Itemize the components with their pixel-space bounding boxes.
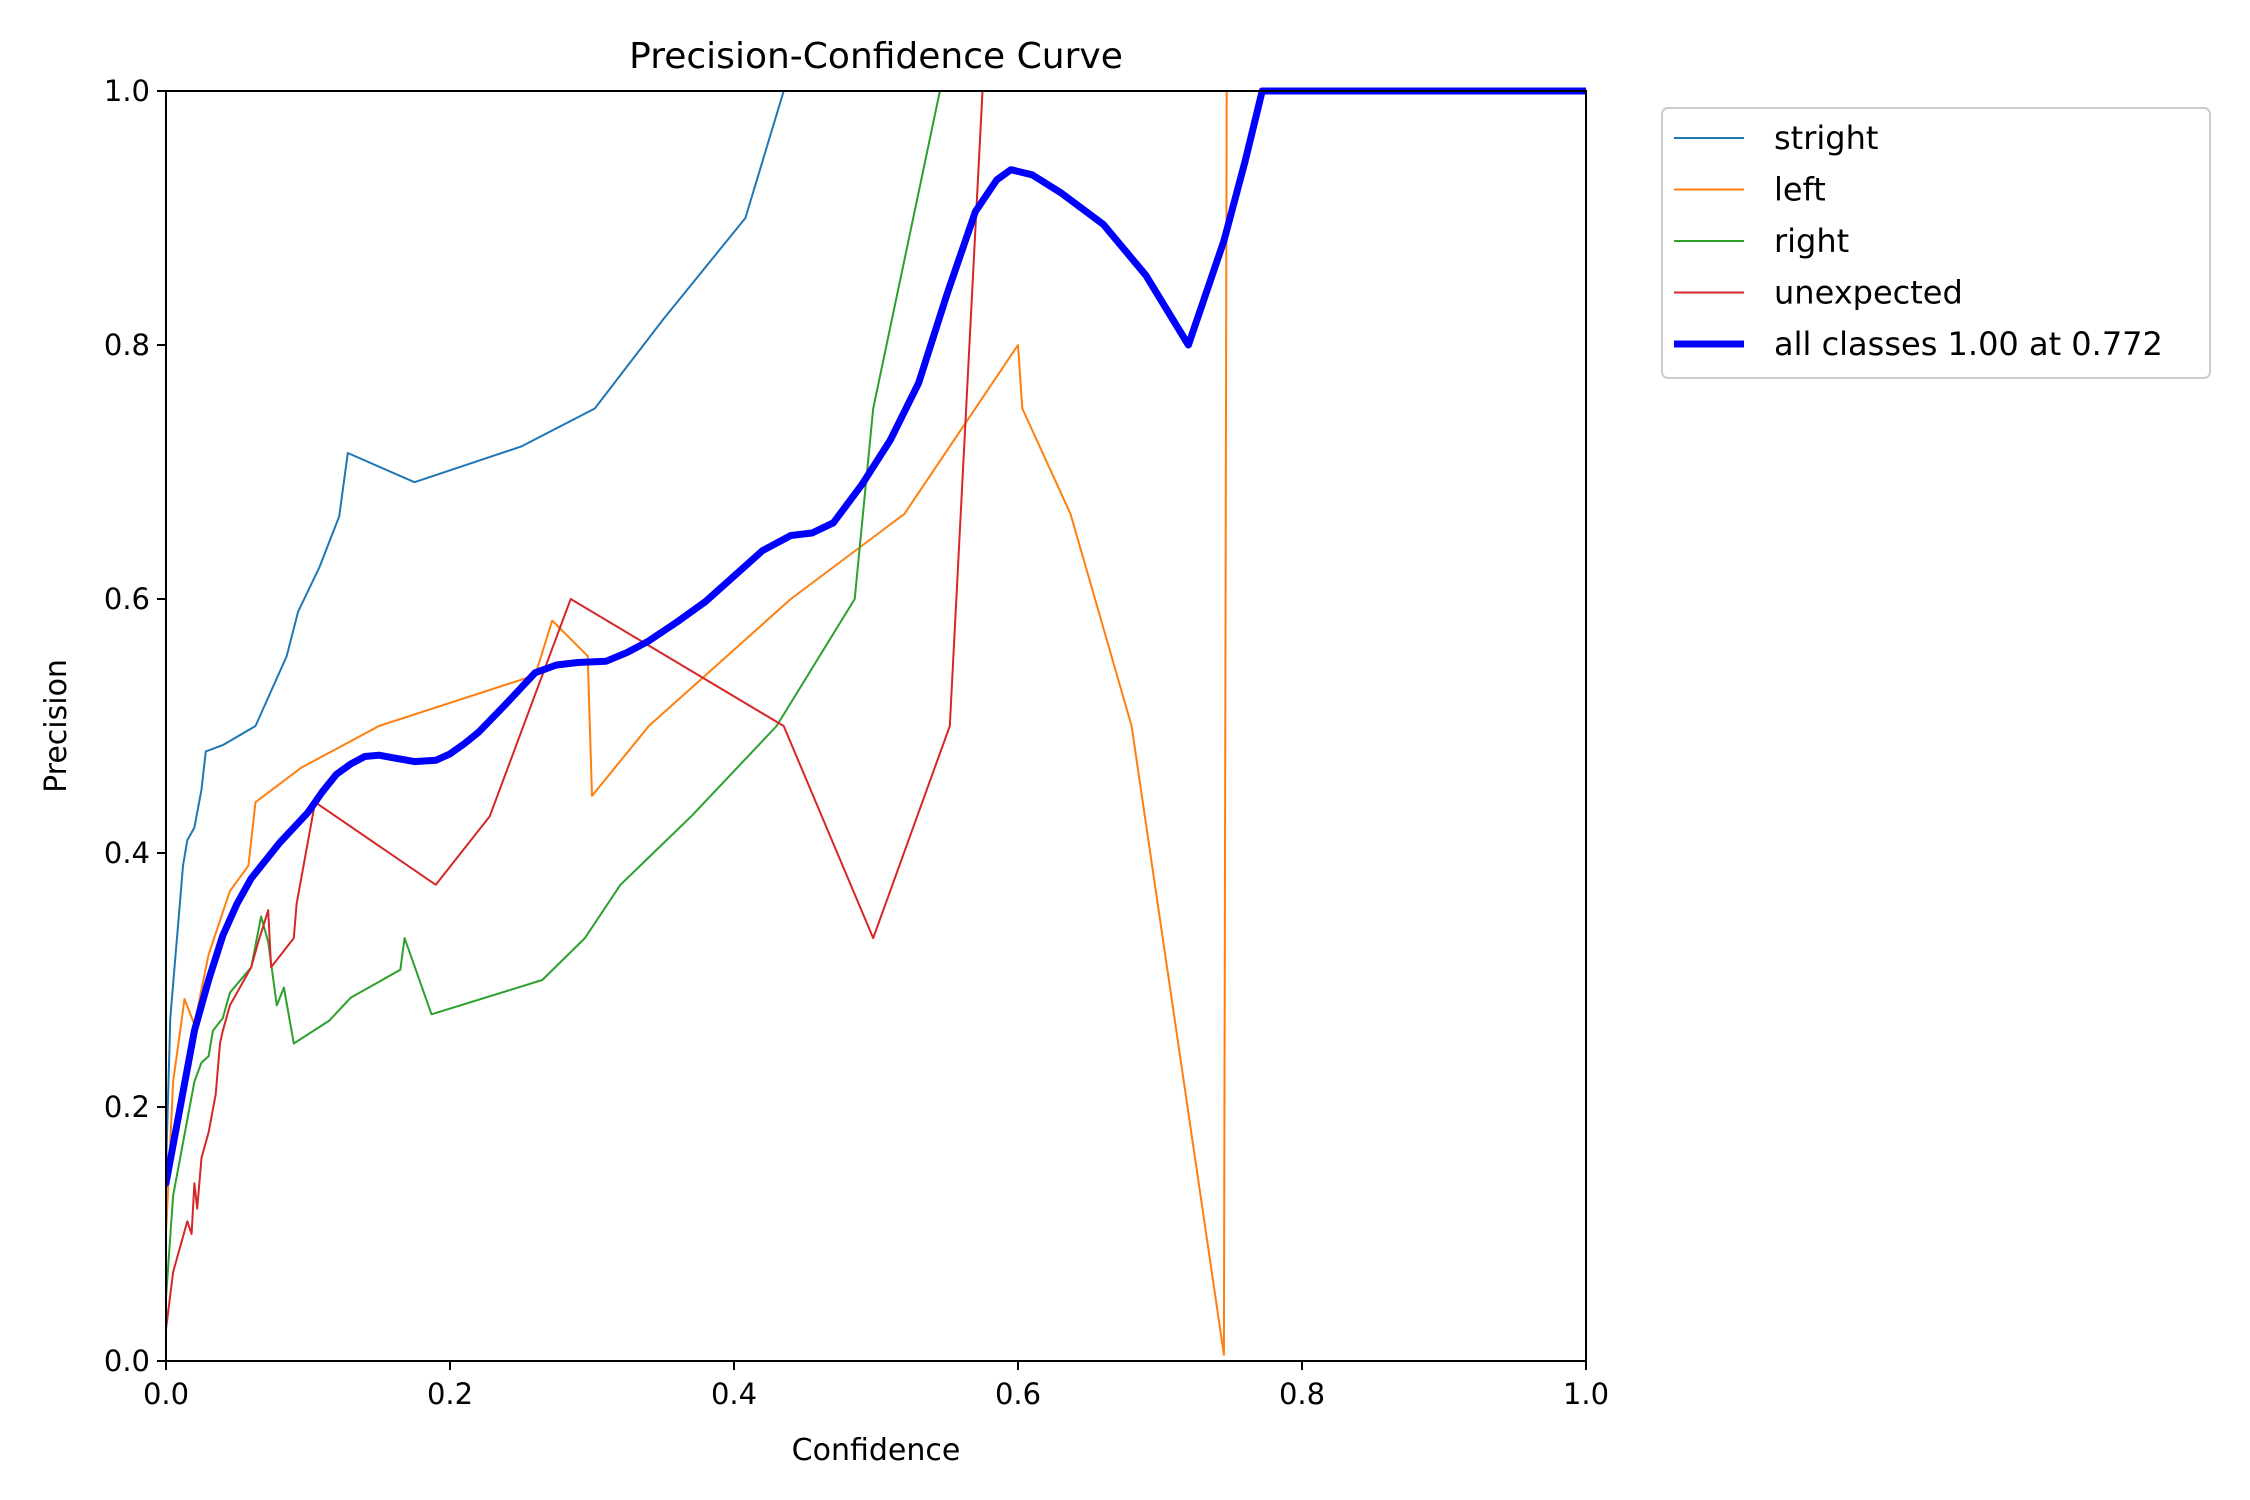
series-line-0	[166, 90, 1586, 1172]
series-line-2	[166, 90, 1586, 1299]
x-tick-label: 1.0	[1563, 1377, 1609, 1411]
x-axis-title: Confidence	[792, 1433, 961, 1468]
x-tick-label: 0.8	[1279, 1377, 1325, 1411]
legend-label: unexpected	[1774, 274, 1963, 312]
legend-label: left	[1774, 171, 1826, 209]
y-tick-label: 0.0	[104, 1344, 150, 1378]
legend-label: right	[1774, 222, 1849, 260]
y-tick-label: 0.8	[104, 328, 150, 362]
legend-label: all classes 1.00 at 0.772	[1774, 325, 2163, 363]
y-tick-label: 0.6	[104, 582, 150, 616]
y-axis-title: Precision	[39, 659, 74, 793]
x-tick-label: 0.4	[711, 1377, 757, 1411]
chart-title: Precision-Confidence Curve	[629, 36, 1123, 77]
plot-area	[166, 87, 1586, 1356]
series-line-3	[166, 90, 1586, 1331]
y-tick-label: 0.2	[104, 1090, 150, 1124]
y-tick-label: 1.0	[104, 74, 150, 108]
legend: stright left right unexpected all classes 1.…	[1661, 107, 2211, 379]
x-tick-label: 0.0	[143, 1377, 189, 1411]
y-axis: 0.0 0.2 0.4 0.6 0.8 1.0	[104, 74, 166, 1378]
plot-frame	[165, 90, 1587, 1362]
x-tick-label: 0.6	[995, 1377, 1041, 1411]
x-tick-label: 0.2	[427, 1377, 473, 1411]
legend-label: stright	[1774, 119, 1878, 157]
series-line-4	[166, 87, 1586, 1187]
x-axis: 0.0 0.2 0.4 0.6 0.8 1.0	[143, 1361, 1609, 1411]
y-tick-label: 0.4	[104, 836, 150, 870]
legend-box	[1661, 107, 2211, 379]
